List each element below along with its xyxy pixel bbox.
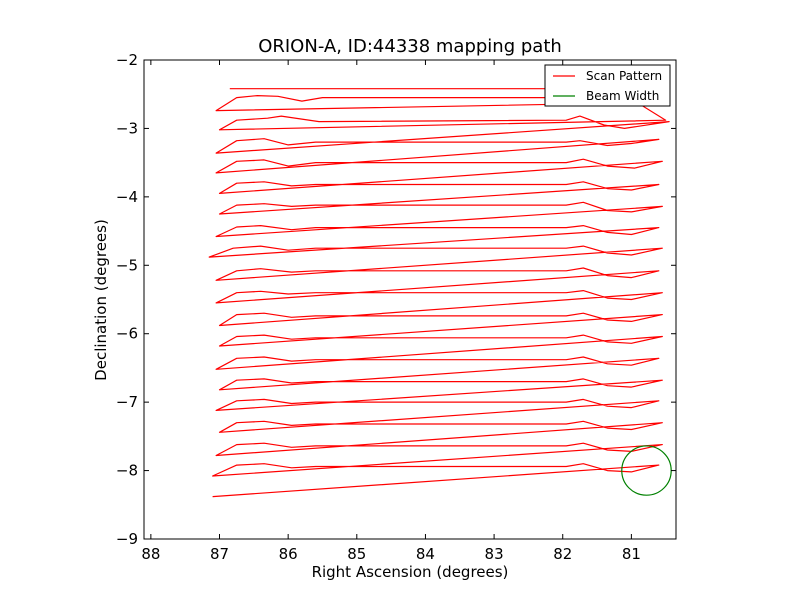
y-tick-label: −5 [116,256,138,274]
plot-area: 88 87 86 85 84 83 82 81 −2 −3 −4 −5 −6 −7 −8 −9 [116,51,677,563]
x-tick-label: 87 [210,545,229,563]
y-tick-label: −4 [116,188,138,206]
y-ticks: −2 −3 −4 −5 −6 −7 −8 −9 [116,51,676,548]
x-tick-label: 82 [553,545,572,563]
legend-box [544,64,671,107]
x-axis-label: Right Ascension (degrees) [312,563,509,581]
plot-frame [143,59,677,540]
x-tick-label: 83 [485,545,504,563]
x-tick-label: 84 [416,545,435,563]
x-tick-label: 85 [347,545,366,563]
x-tick-label: 86 [279,545,298,563]
scan-pattern-line [208,85,670,498]
x-tick-label: 81 [622,545,641,563]
legend-label-beam-width: Beam Width [586,89,659,103]
y-tick-label: −8 [116,462,138,480]
y-tick-label: −2 [116,51,138,69]
y-tick-label: −6 [116,325,138,343]
chart-title: ORION-A, ID:44338 mapping path [258,36,562,57]
y-tick-label: −9 [116,530,138,548]
legend: Scan Pattern Beam Width [544,64,671,107]
y-axis-label: Declination (degrees) [92,219,110,381]
x-tick-label: 88 [141,545,160,563]
legend-label-scan-pattern: Scan Pattern [586,69,662,83]
y-tick-label: −3 [116,119,138,137]
x-ticks: 88 87 86 85 84 83 82 81 [141,60,641,563]
y-tick-label: −7 [116,393,138,411]
